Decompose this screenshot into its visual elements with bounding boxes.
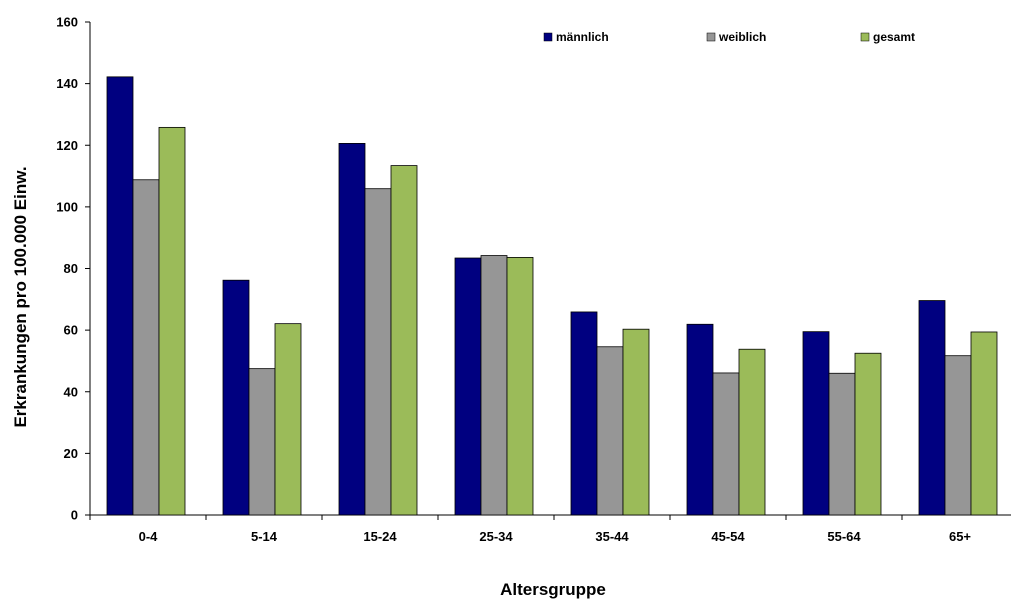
legend-label: weiblich: [718, 30, 766, 44]
legend-swatch: [860, 32, 870, 42]
bar-gesamt-25-34: [506, 257, 534, 516]
x-tick-label: 15-24: [363, 529, 397, 544]
legend: männlich weiblich gesamt: [543, 30, 915, 44]
bar-männlich-0-4: [106, 76, 134, 516]
bar-gesamt-0-4: [158, 126, 186, 516]
y-tick-label: 120: [56, 138, 78, 153]
bar-weiblich-0-4: [132, 179, 160, 516]
bar-männlich-15-24: [338, 143, 366, 516]
x-tick-label: 45-54: [711, 529, 745, 544]
legend-label: männlich: [556, 30, 609, 44]
y-tick-label: 0: [71, 508, 78, 523]
y-tick-label: 80: [64, 261, 78, 276]
y-tick-label: 140: [56, 76, 78, 91]
x-tick-label: 65+: [949, 529, 971, 544]
y-tick-label: 100: [56, 199, 78, 214]
bar-männlich-55-64: [802, 331, 830, 516]
x-tick-label: 35-44: [595, 529, 629, 544]
bar-gesamt-15-24: [390, 165, 418, 516]
bar-weiblich-55-64: [828, 372, 856, 516]
x-tick-label: 25-34: [479, 529, 513, 544]
bar-gesamt-55-64: [854, 352, 882, 516]
bars: [106, 76, 998, 516]
bar-weiblich-25-34: [480, 255, 508, 516]
legend-label: gesamt: [873, 30, 915, 44]
bar-männlich-25-34: [454, 257, 482, 516]
bar-weiblich-45-54: [712, 372, 740, 516]
bar-weiblich-35-44: [596, 346, 624, 516]
bar-männlich-65+: [918, 300, 946, 516]
bar-gesamt-5-14: [274, 323, 302, 516]
y-tick-label: 160: [56, 15, 78, 30]
legend-swatch: [543, 32, 553, 42]
bar-weiblich-5-14: [248, 368, 276, 516]
axes: 0 20 40 60 80 100 120 140 160 0-4 5-14 15-24 25-34 35…: [56, 15, 1011, 544]
legend-swatch: [706, 32, 716, 42]
y-tick-label: 20: [64, 446, 78, 461]
bar-weiblich-65+: [944, 355, 972, 516]
bar-gesamt-35-44: [622, 328, 650, 516]
x-axis-title: Altersgruppe: [500, 580, 606, 599]
bar-männlich-35-44: [570, 311, 598, 516]
x-tick-label: 5-14: [251, 529, 278, 544]
y-tick-label: 60: [64, 323, 78, 338]
bar-gesamt-45-54: [738, 348, 766, 516]
bar-männlich-5-14: [222, 279, 250, 516]
x-tick-label: 0-4: [139, 529, 159, 544]
y-tick-label: 40: [64, 384, 78, 399]
x-tick-label: 55-64: [827, 529, 861, 544]
bar-männlich-45-54: [686, 323, 714, 516]
y-axis-title: Erkrankungen pro 100.000 Einw.: [11, 166, 30, 427]
bar-gesamt-65+: [970, 331, 998, 516]
bar-weiblich-15-24: [364, 188, 392, 516]
